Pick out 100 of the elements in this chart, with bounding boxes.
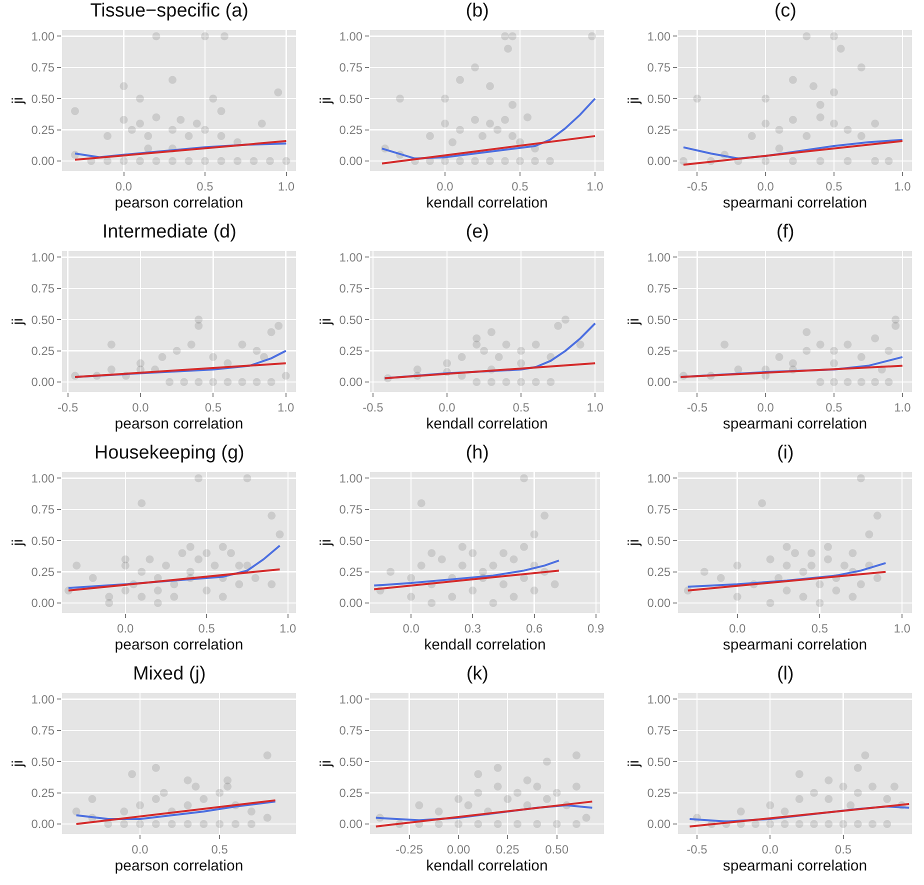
y-tick-label: 1.00 <box>31 471 55 486</box>
point <box>799 592 808 601</box>
point <box>184 132 193 140</box>
point <box>486 82 494 90</box>
point <box>766 820 774 828</box>
x-tick-label: 0.0 <box>115 179 132 194</box>
point <box>186 542 194 551</box>
point <box>136 820 144 828</box>
y-tick-label: 0.50 <box>647 92 671 106</box>
point <box>128 770 136 778</box>
point <box>824 776 833 784</box>
point <box>748 132 756 140</box>
point <box>201 157 209 166</box>
point <box>499 580 508 588</box>
y-tick-label: 1.00 <box>339 250 363 264</box>
point <box>172 346 181 355</box>
point <box>873 574 882 582</box>
point <box>520 542 528 551</box>
chart-title: (i) <box>776 442 794 464</box>
point <box>194 555 202 564</box>
point <box>857 63 866 72</box>
y-axis-title: ji <box>317 760 334 768</box>
x-tick-label: 0.00 <box>446 842 470 856</box>
point <box>865 530 874 538</box>
x-tick-label: 0.0 <box>757 400 774 414</box>
point <box>504 795 512 804</box>
point <box>700 568 708 576</box>
x-tick-label: 0.5 <box>834 842 852 856</box>
point <box>471 157 479 166</box>
point <box>235 562 244 570</box>
point <box>572 820 580 828</box>
point <box>846 801 855 810</box>
y-axis-title: ji <box>625 318 642 326</box>
x-tick-label: 1.0 <box>894 179 912 194</box>
chart-title: Intermediate (d) <box>102 222 236 243</box>
point <box>247 820 256 828</box>
x-tick-label: 0.50 <box>545 842 569 856</box>
point <box>407 592 416 601</box>
point <box>220 32 228 40</box>
point <box>152 820 160 828</box>
point <box>136 801 144 810</box>
x-tick-label: 1.0 <box>278 179 295 194</box>
point <box>775 144 784 153</box>
y-tick-label: 0.25 <box>31 344 55 358</box>
point <box>407 574 416 582</box>
point <box>224 378 232 386</box>
point <box>542 758 551 766</box>
x-tick-label: 0.0 <box>117 621 134 636</box>
point <box>572 751 580 760</box>
point <box>524 113 532 122</box>
point <box>274 88 282 96</box>
x-tick-label: 1.0 <box>586 179 604 194</box>
point <box>152 157 160 166</box>
y-tick-label: 0.75 <box>31 724 55 738</box>
point <box>458 542 466 551</box>
point <box>502 378 510 386</box>
point <box>517 346 526 355</box>
point <box>471 63 479 72</box>
point <box>501 157 509 166</box>
point <box>235 580 244 588</box>
point <box>816 157 824 166</box>
point <box>209 378 218 386</box>
point <box>552 820 561 828</box>
point <box>276 530 284 538</box>
point <box>192 782 200 791</box>
point <box>468 586 477 595</box>
point <box>854 788 862 797</box>
point <box>238 340 246 349</box>
point <box>533 782 542 791</box>
point <box>178 549 186 558</box>
point <box>504 44 512 53</box>
point <box>443 359 452 368</box>
x-tick-label: -0.25 <box>396 842 424 856</box>
point <box>121 555 130 564</box>
point <box>434 820 443 828</box>
point <box>520 574 528 582</box>
point <box>487 328 496 336</box>
point <box>494 353 503 362</box>
point <box>884 157 893 166</box>
point <box>883 820 892 828</box>
point <box>152 113 160 122</box>
point <box>766 555 774 564</box>
point <box>810 788 818 797</box>
point <box>146 555 154 564</box>
point <box>802 132 811 140</box>
x-tick-label: 0.5 <box>826 179 843 194</box>
point <box>176 116 185 124</box>
point <box>232 820 240 828</box>
point <box>128 126 136 134</box>
point <box>472 334 481 342</box>
point <box>762 157 770 166</box>
point <box>464 801 472 810</box>
point <box>472 378 481 386</box>
point <box>868 820 877 828</box>
y-tick-label: 1.00 <box>647 471 671 486</box>
point <box>679 157 688 166</box>
y-tick-label: 0.00 <box>339 817 363 832</box>
line-series <box>373 560 560 587</box>
point <box>844 157 852 166</box>
point <box>788 359 797 368</box>
